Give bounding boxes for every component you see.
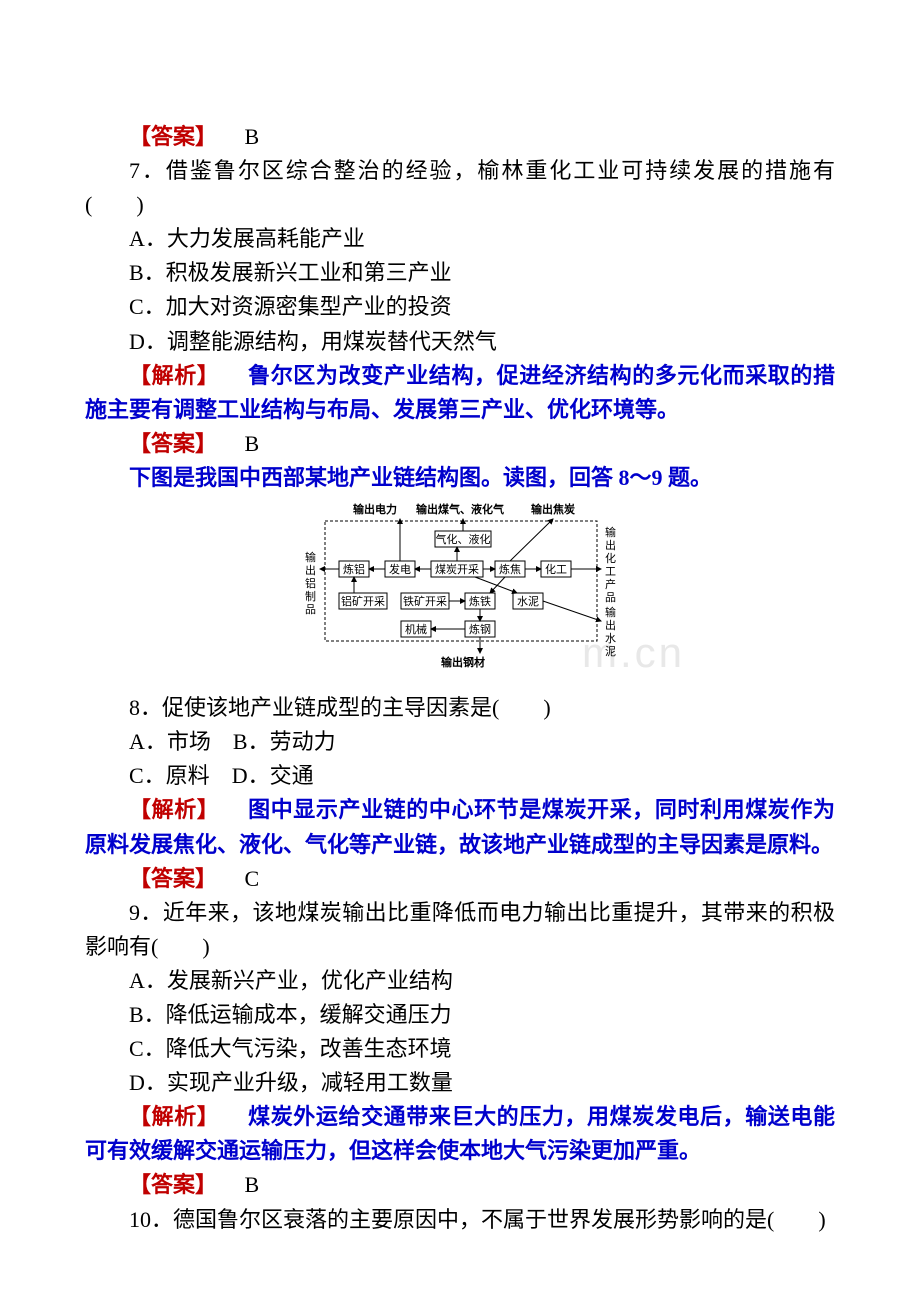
- diagram-top-3: 输出焦炭: [531, 502, 575, 516]
- d-left-2: 出: [305, 563, 316, 577]
- q8-opt-a: A．市场: [129, 729, 211, 754]
- answer-value-text: C: [245, 866, 260, 891]
- d-left-4: 制: [305, 590, 316, 603]
- spacer: [223, 1172, 245, 1197]
- d-r1-6: 品: [605, 591, 616, 604]
- box-ironore: 铁矿开采: [403, 595, 447, 608]
- spacer: [223, 866, 245, 891]
- spacer: [226, 363, 249, 388]
- analysis-label: 【解析】: [129, 1104, 219, 1129]
- d-r1-5: 产: [605, 577, 616, 591]
- figure-intro: 下图是我国中西部某地产业链结构图。读图，回答 8～9 题。: [85, 461, 835, 495]
- q8-opts-ab: A．市场 B．劳动力: [85, 725, 835, 759]
- q7-opt-a: A．大力发展高耗能产业: [85, 222, 835, 256]
- diagram-top-2: 输出煤气、液化气: [416, 502, 504, 516]
- q8-opt-c: C．原料: [129, 763, 210, 788]
- d-r1-4: 工: [605, 566, 616, 578]
- box-coal: 煤炭开采: [435, 563, 479, 576]
- answer-value-text: B: [245, 431, 260, 456]
- answer-label: 【答案】: [129, 866, 217, 891]
- q8-opt-b: B．劳动力: [233, 729, 336, 754]
- q7-opt-c: C．加大对资源密集型产业的投资: [85, 290, 835, 324]
- q10-stem: 10．德国鲁尔区衰落的主要原因中，不属于世界发展形势影响的是( ): [85, 1203, 835, 1237]
- box-iron: 炼铁: [469, 594, 491, 608]
- box-gasify: 气化、液化: [436, 532, 491, 546]
- box-chem: 化工: [545, 562, 567, 576]
- spacer: [223, 431, 245, 456]
- spacer: [226, 797, 249, 822]
- answer-9: 【答案】 B: [85, 1168, 835, 1202]
- q9-stem: 9．近年来，该地煤炭输出比重降低而电力输出比重提升，其带来的积极影响有( ): [85, 896, 835, 964]
- answer-value-text: B: [245, 124, 260, 149]
- diagram-top-1: 输出电力: [353, 502, 397, 516]
- answer-8: 【答案】 C: [85, 862, 835, 896]
- answer-value-text: B: [245, 1172, 260, 1197]
- box-coke: 炼焦: [499, 562, 521, 576]
- answer-label: 【答案】: [129, 124, 217, 149]
- q8-analysis: 【解析】 图中显示产业链的中心环节是煤炭开采，同时利用煤炭作为原料发展焦化、液化…: [85, 793, 835, 861]
- d-r1-1: 输: [605, 525, 616, 539]
- answer-7: 【答案】 B: [85, 427, 835, 461]
- spacer: [226, 1104, 249, 1129]
- q8-opts-cd: C．原料 D．交通: [85, 759, 835, 793]
- q9-opt-c: C．降低大气污染，改善生态环境: [85, 1032, 835, 1066]
- d-r1-3: 化: [605, 551, 616, 565]
- d-left-1: 输: [305, 550, 316, 564]
- answer-6: 【答案】 B: [85, 120, 835, 154]
- document-body: 【答案】 B 7．借鉴鲁尔区综合整治的经验，榆林重化工业可持续发展的措施有( )…: [85, 120, 835, 1237]
- diagram-bottom: 输出钢材: [441, 655, 485, 669]
- analysis-label: 【解析】: [129, 363, 219, 388]
- q8-opt-d: D．交通: [232, 763, 314, 788]
- answer-value: [223, 124, 245, 149]
- d-r2-2: 出: [605, 618, 616, 632]
- box-alum: 炼铝: [343, 562, 365, 576]
- q7-opt-b: B．积极发展新兴工业和第三产业: [85, 256, 835, 290]
- q7-opt-d: D．调整能源结构，用煤炭替代天然气: [85, 325, 835, 359]
- d-r2-1: 输: [605, 605, 616, 619]
- box-bauxite: 铝矿开采: [341, 594, 385, 608]
- q9-analysis: 【解析】 煤炭外运给交通带来巨大的压力，用煤炭发电后，输送电能可有效缓解交通运输…: [85, 1100, 835, 1168]
- d-left-5: 品: [305, 603, 316, 616]
- answer-label: 【答案】: [129, 1172, 217, 1197]
- q7-analysis: 【解析】 鲁尔区为改变产业结构，促进经济结构的多元化而采取的措施主要有调整工业结…: [85, 359, 835, 427]
- box-cement: 水泥: [517, 595, 539, 608]
- answer-label: 【答案】: [129, 431, 217, 456]
- q9-opt-a: A．发展新兴产业，优化产业结构: [85, 964, 835, 998]
- q9-opt-b: B．降低运输成本，缓解交通压力: [85, 998, 835, 1032]
- box-power: 发电: [389, 562, 411, 576]
- d-r1-2: 出: [605, 538, 616, 552]
- q8-stem: 8．促使该地产业链成型的主导因素是( ): [85, 691, 835, 725]
- box-steel: 炼钢: [469, 622, 491, 636]
- d-r2-3: 水: [605, 632, 616, 645]
- q7-stem: 7．借鉴鲁尔区综合整治的经验，榆林重化工业可持续发展的措施有( ): [85, 154, 835, 222]
- d-r2-4: 泥: [605, 645, 616, 658]
- analysis-label: 【解析】: [129, 797, 219, 822]
- box-machine: 机械: [405, 622, 427, 636]
- industry-chain-diagram: 输出电力 输出煤气、液化气 输出焦炭 输 出 铝 制 品 输 出 化 工 产 品…: [85, 501, 835, 681]
- q9-opt-d: D．实现产业升级，减轻用工数量: [85, 1066, 835, 1100]
- d-left-3: 铝: [305, 576, 316, 590]
